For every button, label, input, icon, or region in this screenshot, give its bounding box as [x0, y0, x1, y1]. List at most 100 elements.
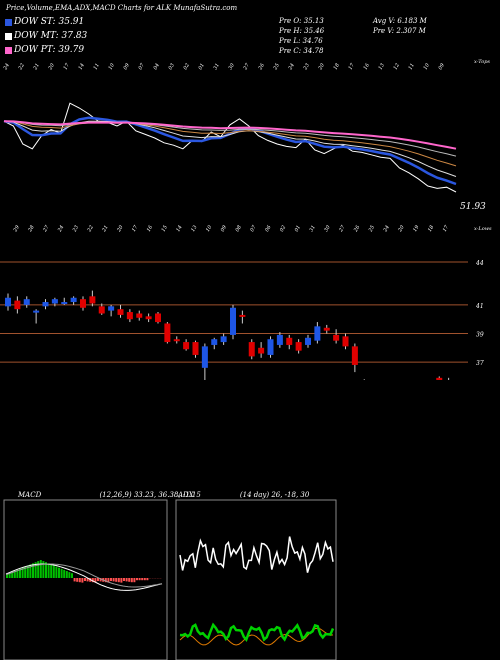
- macd-bar: [84, 578, 86, 581]
- macd-bar: [125, 578, 128, 582]
- ema-date-label: 22: [17, 62, 26, 71]
- macd-bar: [37, 561, 40, 578]
- candle-date-label: 24: [56, 224, 65, 233]
- macd-bar: [65, 571, 68, 578]
- level-label: 44: [475, 260, 484, 267]
- ema-date-label: 24: [2, 62, 11, 71]
- ema-date-label: 09: [438, 62, 447, 71]
- macd-bar: [13, 571, 16, 578]
- macd-bar: [16, 569, 19, 578]
- ema-date-label: 23: [302, 62, 311, 71]
- ema-chart: 24 22 21 20 17 14 11 10 09 07 04 03 02 01 31 30 27 26 25 24…: [2, 62, 457, 193]
- macd-params: (12,26,9) 33.23, 36.38, -1.15: [99, 491, 201, 499]
- macd-bar: [136, 578, 138, 581]
- candle-body: [286, 337, 293, 345]
- dow-st-text: DOW ST:: [14, 17, 56, 27]
- ema-date-label: 11: [93, 62, 101, 71]
- candle-date-label: 07: [249, 224, 258, 233]
- macd-bar: [42, 561, 45, 578]
- macd-bar: [34, 562, 37, 578]
- candle-body: [117, 309, 124, 315]
- candle-body: [305, 337, 311, 345]
- ema-last-price: 51.93: [460, 202, 486, 212]
- ema-date-label: 14: [78, 62, 86, 71]
- macd-bar: [110, 578, 112, 581]
- ema-date-label: 11: [408, 62, 416, 71]
- ema-date-label: 01: [198, 62, 206, 71]
- macd-bar: [115, 578, 118, 582]
- candle-body: [258, 347, 265, 354]
- candle-body: [295, 342, 302, 351]
- pre-open: Pre O: 35.13: [279, 17, 324, 25]
- candle-body: [323, 327, 330, 331]
- macd-bar: [133, 578, 136, 583]
- macd-bar: [104, 578, 107, 583]
- macd-bar: [91, 578, 94, 583]
- ema-date-label: 24: [287, 62, 296, 71]
- candle-body: [126, 312, 133, 320]
- macd-label: MACD (12,26,9) 33.23, 36.38, -1.15: [18, 491, 201, 499]
- macd-bar: [143, 578, 146, 581]
- candle-date-label: 31: [309, 224, 317, 233]
- macd-bar: [71, 573, 73, 578]
- dow-st-label: DOW ST: 35.91: [14, 17, 84, 27]
- dow-pt-label: DOW PT: 39.79: [14, 45, 84, 55]
- ema-date-label: 30: [228, 62, 237, 71]
- candle-date-label: 06: [264, 224, 273, 233]
- candle-body: [136, 313, 143, 318]
- candlestick-chart: 4441393734292827242322212017161514131009…: [0, 224, 484, 380]
- ema-date-label: 26: [257, 62, 266, 72]
- macd-bar: [146, 578, 149, 581]
- dow-mt-swatch: [5, 33, 12, 40]
- candle-body: [5, 297, 11, 307]
- candle-date-label: 17: [131, 224, 140, 233]
- macd-bar: [29, 564, 32, 578]
- ema-date-label: 10: [423, 62, 432, 71]
- ema-date-label: 17: [348, 62, 357, 71]
- candle-date-label: 14: [175, 224, 183, 233]
- macd-bar: [130, 578, 133, 583]
- macd-bar: [32, 563, 34, 578]
- candle-date-label: 27: [338, 224, 347, 234]
- ema-date-label: 04: [153, 62, 161, 71]
- pre-close: Pre C: 34.78: [279, 47, 324, 55]
- ema-date-label: 07: [138, 62, 147, 71]
- dow-st-swatch: [5, 19, 12, 26]
- candle-body: [183, 342, 190, 350]
- candle-body: [70, 297, 77, 303]
- ema-date-label: 25: [272, 62, 281, 71]
- dow-mt-label: DOW MT: 37.83: [14, 31, 87, 41]
- ema-short-line: [3, 116, 457, 186]
- candle-body: [230, 307, 236, 335]
- candle-corner-label: x-Lows: [474, 226, 492, 232]
- di-plus-line: [179, 622, 335, 642]
- candle-date-label: 13: [190, 224, 198, 233]
- price-line: [3, 102, 457, 193]
- candle-date-label: 19: [412, 224, 421, 233]
- chart-title: Price,Volume,EMA,ADX,MACD Charts for ALK…: [6, 4, 238, 12]
- candle-date-label: 18: [427, 224, 435, 233]
- ema-date-label: 03: [168, 62, 176, 71]
- candle-body: [164, 323, 171, 343]
- candle-date-label: 09: [220, 224, 229, 233]
- candle-body: [248, 342, 255, 357]
- macd-bar: [24, 566, 27, 578]
- ema-date-label: 27: [242, 62, 251, 72]
- macd-bar: [26, 565, 29, 578]
- pre-high: Pre H: 35.46: [279, 27, 325, 35]
- candle-body: [173, 339, 180, 342]
- dow-st-value: 35.91: [58, 17, 85, 27]
- candle-date-label: 28: [27, 224, 36, 233]
- candle-body: [267, 339, 274, 355]
- ema-date-label: 31: [213, 62, 221, 71]
- candle-body: [436, 377, 443, 380]
- dow-pt-swatch: [5, 47, 12, 54]
- ema-long-line: [3, 120, 457, 150]
- macd-bar: [138, 578, 141, 581]
- candle-body: [23, 299, 30, 305]
- dow-pt-text: DOW PT:: [14, 45, 56, 55]
- macd-bar: [73, 578, 76, 582]
- candle-body: [192, 342, 199, 355]
- candle-date-label: 29: [12, 224, 21, 234]
